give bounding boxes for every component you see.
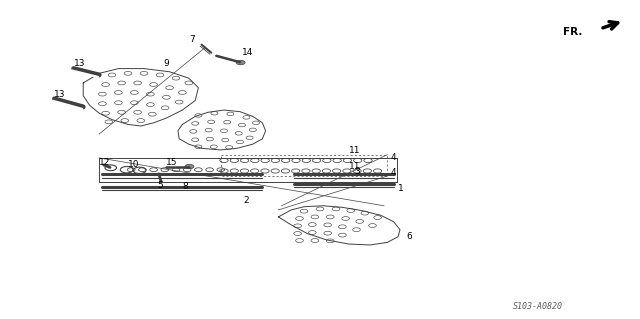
Text: 13: 13 xyxy=(54,90,66,99)
Text: S103-A0820: S103-A0820 xyxy=(513,302,563,311)
Text: FR.: FR. xyxy=(563,27,582,37)
Text: 15: 15 xyxy=(166,158,178,167)
Text: 3: 3 xyxy=(354,167,360,176)
Text: 4: 4 xyxy=(390,168,396,177)
Text: 13: 13 xyxy=(74,59,85,68)
Text: 6: 6 xyxy=(406,232,412,241)
Text: 9: 9 xyxy=(163,59,169,68)
Text: 11: 11 xyxy=(349,162,360,171)
Text: 12: 12 xyxy=(99,158,111,167)
Text: 5: 5 xyxy=(157,181,163,189)
Text: 11: 11 xyxy=(349,146,360,155)
Circle shape xyxy=(236,60,245,65)
Circle shape xyxy=(185,164,194,169)
Text: 8: 8 xyxy=(182,182,188,191)
Text: 4: 4 xyxy=(390,153,396,162)
Text: 1: 1 xyxy=(398,184,404,193)
Text: 10: 10 xyxy=(128,160,140,169)
Text: 14: 14 xyxy=(242,48,253,57)
Text: 7: 7 xyxy=(189,35,195,44)
Text: 2: 2 xyxy=(243,197,249,205)
